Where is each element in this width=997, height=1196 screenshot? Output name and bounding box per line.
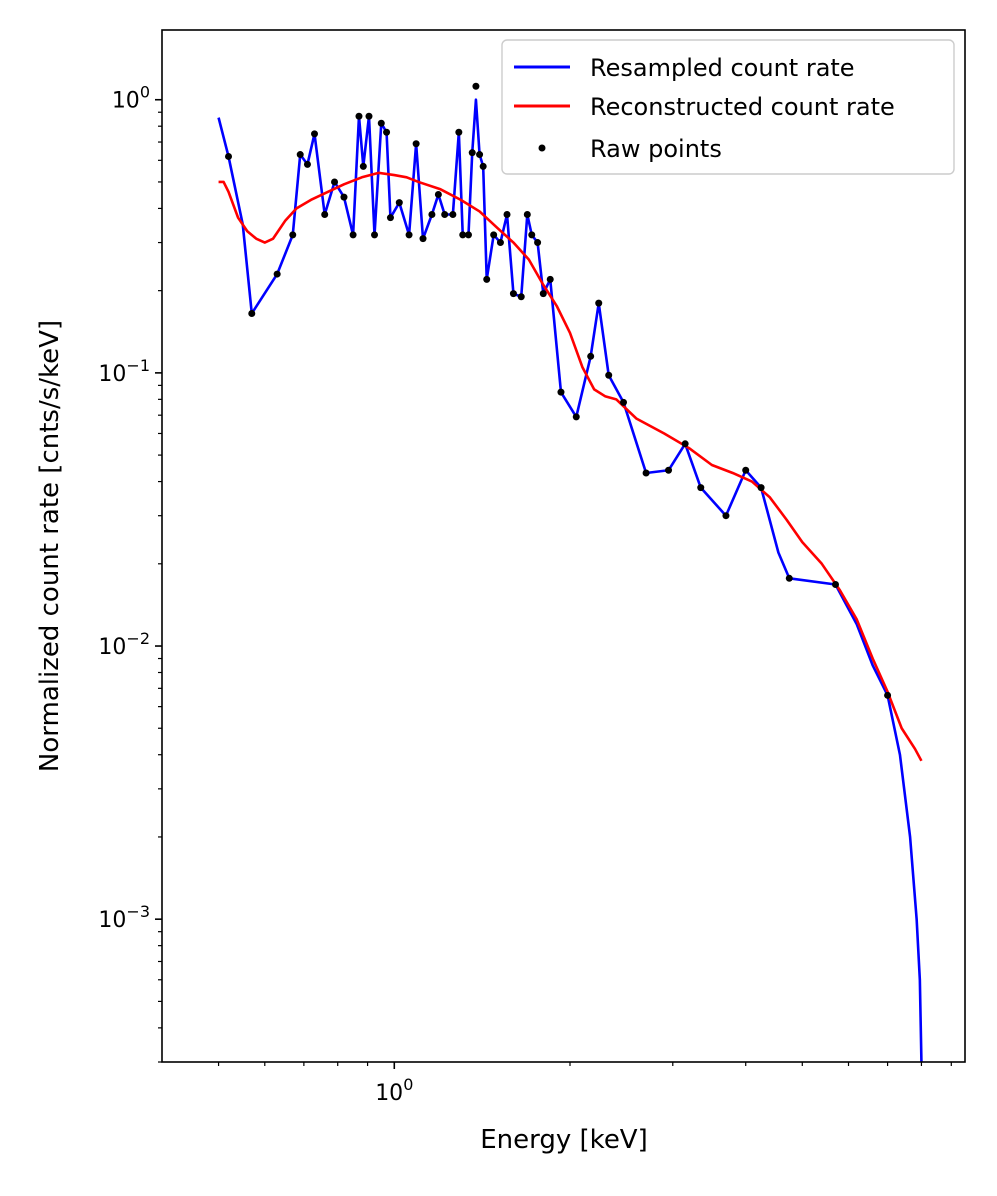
raw-point xyxy=(483,275,491,283)
raw-point xyxy=(539,290,547,298)
legend: Resampled count rate Reconstructed count… xyxy=(501,39,955,175)
raw-point xyxy=(479,162,487,170)
raw-point xyxy=(289,231,297,239)
raw-point xyxy=(468,149,476,157)
raw-point xyxy=(509,290,517,298)
raw-point xyxy=(419,235,427,243)
x-tick-label: 100 xyxy=(375,1075,413,1106)
y-axis-label: Normalized count rate [cnts/s/keV] xyxy=(35,320,65,772)
raw-point xyxy=(595,299,603,307)
raw-point xyxy=(455,128,463,136)
raw-point xyxy=(225,152,233,160)
series-line-resampled-count-rate xyxy=(217,98,923,1062)
raw-point xyxy=(459,231,467,239)
raw-point xyxy=(832,580,839,588)
legend-label-raw-points: Raw points xyxy=(590,135,722,163)
x-axis-label: Energy [keV] xyxy=(480,1125,648,1155)
raw-point xyxy=(557,388,565,396)
raw-point xyxy=(503,211,511,219)
raw-point xyxy=(472,82,480,90)
ticks-layer: 100 100 10−1 10−2 10−3 xyxy=(98,83,952,1106)
raw-point xyxy=(476,151,484,159)
raw-point xyxy=(534,239,542,247)
raw-point xyxy=(405,231,413,239)
raw-point xyxy=(620,398,628,406)
raw-point xyxy=(449,211,457,219)
raw-point xyxy=(311,130,318,138)
raw-point xyxy=(331,178,339,186)
y-tick-label: 10−1 xyxy=(98,356,150,387)
raw-point xyxy=(321,211,329,219)
y-tick-label: 10−3 xyxy=(98,902,150,933)
raw-point xyxy=(395,199,403,207)
raw-point xyxy=(697,484,705,492)
raw-point xyxy=(359,162,367,170)
raw-point xyxy=(785,574,793,582)
legend-label-reconstructed: Reconstructed count rate xyxy=(590,93,895,121)
series-layer xyxy=(217,82,923,1062)
plot-area xyxy=(161,29,966,1063)
raw-point xyxy=(605,371,613,379)
raw-point xyxy=(428,211,436,219)
raw-point xyxy=(722,512,730,520)
raw-point xyxy=(296,151,304,159)
raw-point xyxy=(523,211,531,219)
raw-point xyxy=(884,691,892,699)
raw-point xyxy=(546,275,554,283)
y-tick-label: 100 xyxy=(112,83,150,114)
raw-point xyxy=(441,211,449,219)
raw-point xyxy=(273,270,281,278)
raw-point xyxy=(681,440,689,448)
raw-point xyxy=(496,239,504,247)
legend-swatch-raw-points xyxy=(538,144,546,152)
raw-point xyxy=(642,469,650,477)
raw-point xyxy=(757,484,765,492)
series-line-reconstructed-count-rate xyxy=(218,171,923,762)
raw-point xyxy=(572,413,580,421)
raw-point xyxy=(412,140,420,148)
raw-point xyxy=(340,193,348,201)
raw-point xyxy=(383,128,391,136)
raw-point xyxy=(434,190,442,198)
raw-point xyxy=(371,231,379,239)
legend-label-resampled: Resampled count rate xyxy=(590,54,855,82)
axes-frame xyxy=(161,29,966,1063)
raw-point xyxy=(517,293,525,301)
raw-point xyxy=(464,231,472,239)
raw-point xyxy=(349,231,357,239)
raw-point xyxy=(665,466,673,474)
raw-point xyxy=(303,160,311,168)
raw-point xyxy=(248,309,256,317)
raw-point xyxy=(386,214,394,222)
raw-point xyxy=(587,352,595,360)
raw-point xyxy=(490,231,498,239)
raw-point xyxy=(528,231,536,239)
legend-box xyxy=(501,39,955,175)
raw-point xyxy=(742,466,750,474)
raw-point xyxy=(355,112,363,120)
raw-point xyxy=(365,112,373,120)
y-tick-label: 10−2 xyxy=(98,629,150,660)
raw-point xyxy=(377,119,385,127)
